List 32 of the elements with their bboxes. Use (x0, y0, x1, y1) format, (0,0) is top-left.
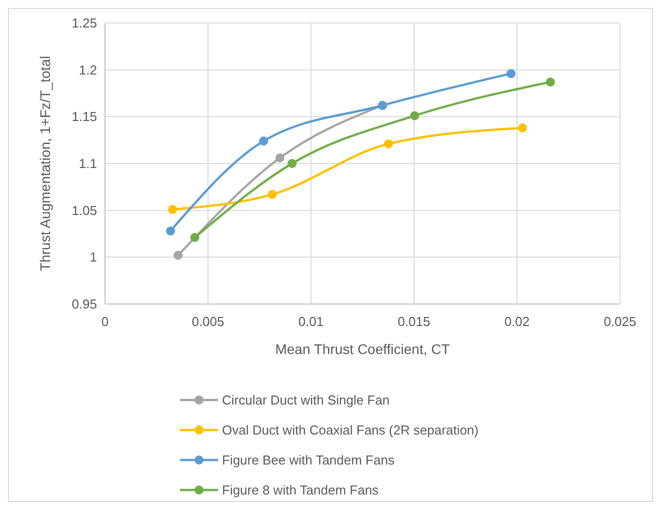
point (190, 232, 200, 242)
y-axis-title: Thrust Augmentation, 1+Fz/T_total (37, 56, 53, 272)
point (288, 159, 297, 168)
legend-label: Figure 8 with Tandem Fans (222, 482, 380, 498)
point (259, 136, 268, 146)
legend-label: Circular Duct with Single Fan (222, 392, 390, 408)
y-tick-label: 1 (90, 250, 97, 265)
y-tick-label: 1.15 (72, 109, 97, 124)
point (410, 111, 420, 120)
y-tick-label: 1.1 (78, 156, 97, 172)
point (168, 204, 178, 214)
x-tick-label: 0.02 (504, 314, 530, 329)
x-tick-label: 0 (101, 314, 109, 329)
point (268, 190, 277, 199)
x-tick-label: 0.025 (604, 314, 636, 329)
point (506, 69, 516, 78)
y-tick-label: 1.2 (78, 62, 97, 78)
x-axis-title: Mean Thrust Coefficient, CT (275, 341, 450, 357)
x-tick-label: 0.005 (192, 314, 224, 329)
x-tick-label: 0.015 (398, 314, 430, 329)
y-tick-label: 1.25 (72, 16, 97, 31)
legend-label: Figure Bee with Tandem Fans (222, 452, 395, 468)
point (518, 123, 528, 132)
point (275, 153, 284, 162)
legend-label: Oval Duct with Coaxial Fans (2R separation) (222, 422, 478, 438)
point (384, 139, 393, 148)
y-tick-label: 0.95 (72, 296, 97, 312)
y-tick-label: 1.05 (72, 202, 97, 218)
x-tick-label: 0.01 (298, 314, 324, 329)
point (166, 226, 176, 236)
point (546, 78, 555, 87)
point (174, 250, 183, 260)
